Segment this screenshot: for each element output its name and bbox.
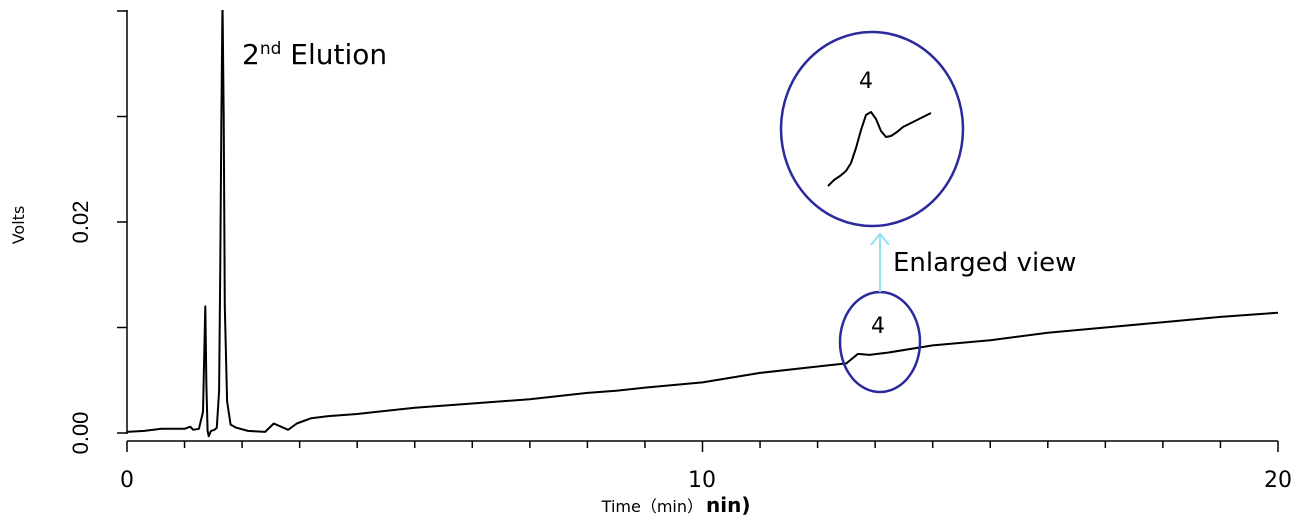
axis-ticks: [117, 10, 1279, 452]
y-axis-title: Volts: [9, 206, 28, 245]
elution-label: 2nd Elution: [242, 38, 387, 71]
y-tick-label-0: 0.00: [68, 412, 93, 455]
y-tick-label-002: 0.02: [68, 201, 93, 244]
peak-highlight-circle: [838, 290, 922, 394]
zoom-circle: [779, 30, 965, 228]
chromatogram-trace: [127, 10, 1279, 438]
enlarge-arrowhead: [870, 232, 890, 246]
x-tick-label-20: 20: [1264, 468, 1292, 493]
x-tick-label-0: 0: [120, 468, 134, 493]
zoom-trace: [827, 111, 932, 187]
x-tick-label-10: 10: [688, 468, 716, 493]
zoom-peak-label: 4: [859, 69, 873, 94]
peak-label: 4: [871, 314, 885, 339]
x-axis-title: Time（min）: [601, 497, 703, 516]
enlarged-view-label: Enlarged view: [893, 248, 1076, 278]
x-axis-title-suffix: nin): [706, 493, 750, 517]
